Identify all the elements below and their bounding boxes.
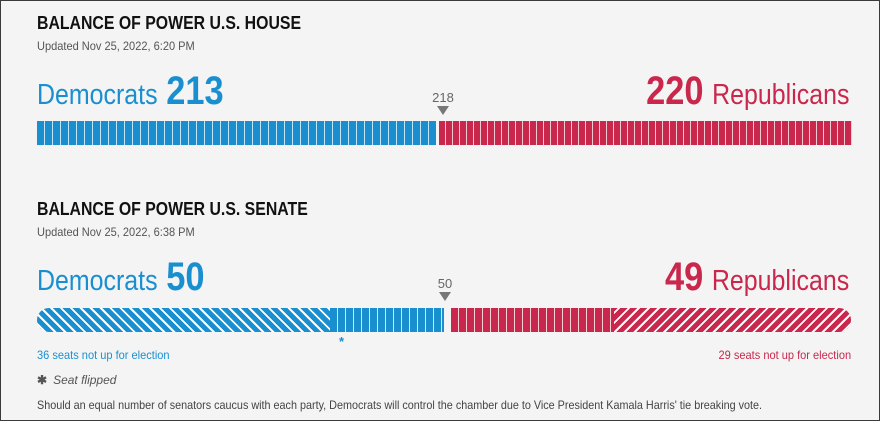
house-seat-bar: [37, 121, 852, 145]
senate-rep-not-up-bar: [614, 308, 851, 332]
house-dem-seats: 213: [166, 69, 224, 113]
senate-title: BALANCE OF POWER U.S. SENATE: [37, 199, 308, 219]
house-dem-seats-bar: [37, 121, 437, 145]
senate-vacant-gap: [444, 308, 452, 332]
house-majority-marker: 218: [423, 90, 463, 115]
senate-dem-not-up-bar: [37, 308, 331, 332]
senate-rep-up-bar: [451, 308, 615, 332]
senate-dem-summary: Democrats 50: [37, 255, 206, 300]
senate-dem-note: 36 seats not up for election: [37, 348, 170, 362]
house-dem-label: Democrats: [37, 79, 158, 111]
flipped-legend-label: Seat flipped: [53, 373, 117, 387]
asterisk-icon: ✱: [37, 373, 48, 387]
senate-rep-label: Republicans: [711, 265, 849, 297]
house-updated: Updated Nov 25, 2022, 6:20 PM: [37, 39, 195, 53]
house-bar-divider: [436, 121, 440, 145]
flipped-legend: ✱ Seat flipped: [37, 373, 116, 387]
senate-updated: Updated Nov 25, 2022, 6:38 PM: [37, 225, 195, 239]
senate-dem-label: Democrats: [37, 265, 158, 297]
majority-arrow-icon: [437, 106, 449, 115]
senate-majority-label: 50: [437, 276, 453, 291]
senate-rep-note: 29 seats not up for election: [718, 348, 851, 362]
house-rep-seats: 220: [645, 69, 704, 113]
senate-dem-up-bar: [330, 308, 445, 332]
majority-arrow-icon: [439, 292, 451, 301]
house-rep-label: Republicans: [711, 79, 849, 111]
house-dem-summary: Democrats 213: [37, 69, 225, 114]
senate-majority-marker: 50: [425, 276, 465, 301]
house-title: BALANCE OF POWER U.S. HOUSE: [37, 13, 302, 33]
tie-break-footnote: Should an equal number of senators caucu…: [37, 398, 763, 412]
senate-rep-summary: 49 Republicans: [663, 255, 849, 300]
senate-rep-seats: 49: [664, 255, 704, 299]
flipped-seat-marker: *: [339, 334, 345, 349]
house-majority-label: 218: [432, 90, 454, 105]
house-rep-seats-bar: [439, 121, 852, 145]
senate-seat-bar: [37, 308, 852, 332]
house-rep-summary: 220 Republicans: [644, 69, 849, 114]
senate-dem-seats: 50: [166, 255, 205, 299]
